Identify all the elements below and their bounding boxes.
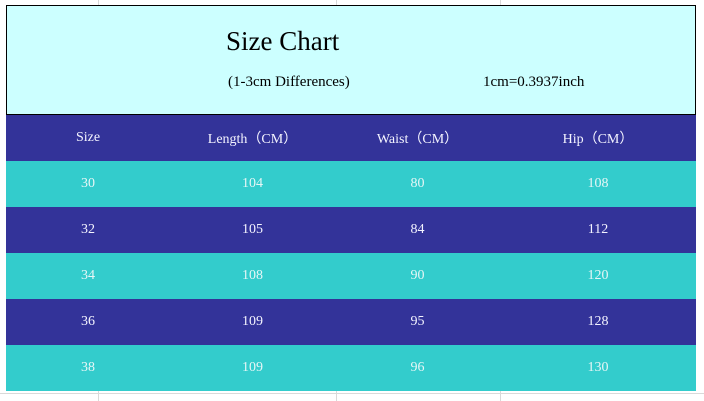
table-row: 32 105 84 112: [6, 207, 696, 253]
table-cell: 108: [242, 268, 263, 283]
header-row: Size Length（CM） Waist（CM） Hip（CM）: [6, 115, 696, 161]
column-header: Size: [75, 130, 101, 145]
column-header: Length（CM）: [207, 132, 298, 147]
title: Size Chart: [226, 26, 340, 56]
table-cell: 109: [242, 314, 263, 329]
table-cell: 30: [81, 176, 95, 191]
table-cell: 130: [587, 360, 609, 375]
table-row: 30 104 80 108: [6, 161, 696, 207]
column-header: Waist（CM）: [376, 132, 459, 147]
table-row: 36 109 95 128: [6, 299, 696, 345]
table-cell: 108: [587, 176, 609, 191]
size-table: Size Length（CM） Waist（CM） Hip（CM） 30 104 80 108…: [6, 115, 696, 391]
table-cell: 96: [410, 360, 425, 375]
table-cell: 84: [410, 222, 425, 237]
table-cell: 104: [242, 176, 263, 191]
table-cell: 105: [242, 222, 263, 237]
subtitle: (1-3cm Differences): [228, 74, 350, 90]
table-cell: 120: [587, 268, 609, 283]
table-cell: 128: [587, 314, 609, 329]
table-row: 34 108 90 120: [6, 253, 696, 299]
table-cell: 112: [587, 222, 609, 237]
header-box: Size Chart (1-3cm Differences) 1cm=0.393…: [6, 5, 696, 115]
sheet-grid: [0, 393, 704, 394]
table-cell: 109: [242, 360, 263, 375]
table-row: 38 109 96 130: [6, 345, 696, 391]
table-cell: 38: [81, 360, 95, 375]
table-cell: 95: [410, 314, 425, 329]
table-cell: 36: [81, 314, 95, 329]
conversion-note: 1cm=0.3937inch: [483, 74, 585, 90]
column-header: Hip（CM）: [562, 132, 634, 147]
table-cell: 34: [81, 268, 95, 283]
table-cell: 90: [410, 268, 425, 283]
table-cell: 32: [81, 222, 95, 237]
table-cell: 80: [410, 176, 425, 191]
